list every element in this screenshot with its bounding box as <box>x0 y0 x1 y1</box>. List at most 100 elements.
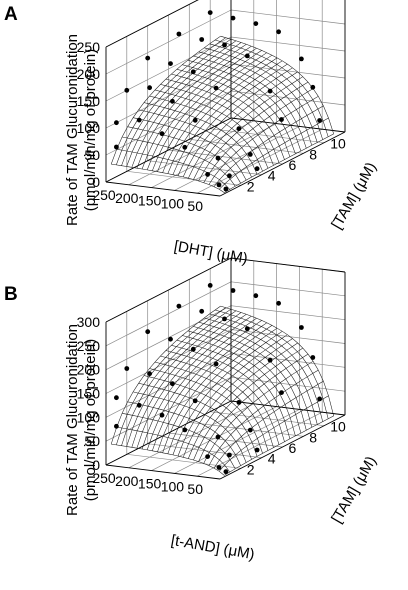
data-point <box>223 186 229 192</box>
data-point <box>267 357 273 363</box>
z-tick-label: 250 <box>77 39 101 55</box>
data-point <box>215 155 221 161</box>
axis-edge <box>105 0 199 48</box>
x-tick-label: 200 <box>115 473 139 489</box>
data-point <box>279 390 284 395</box>
surface-line <box>165 350 280 445</box>
data-point <box>230 15 236 21</box>
surface-line <box>111 443 225 476</box>
surface-line <box>143 102 258 175</box>
y-axis-label: [TAM] (μM) <box>328 159 380 232</box>
surface-line <box>220 35 334 134</box>
data-point <box>236 126 242 132</box>
axis-edge <box>105 400 232 466</box>
axes-frame <box>105 257 346 480</box>
floor-gridline <box>126 170 241 186</box>
surface-line <box>122 413 236 469</box>
x-tick-label: 150 <box>138 193 162 209</box>
y-tick-label: 6 <box>289 440 297 456</box>
surface-line <box>160 84 274 166</box>
data-point <box>168 61 173 66</box>
data-point <box>276 300 281 306</box>
x-tick-label: 250 <box>92 187 116 203</box>
data-point <box>267 88 273 94</box>
data-point <box>299 56 304 62</box>
surface-line <box>187 59 302 152</box>
surface-line <box>209 43 323 140</box>
data-points <box>114 10 322 192</box>
data-point <box>299 325 304 330</box>
surface-line <box>171 345 285 442</box>
data-point <box>213 85 219 91</box>
y-tick-label: 10 <box>330 419 346 435</box>
data-point <box>205 172 211 177</box>
surface-line <box>220 305 334 416</box>
data-point <box>247 152 253 157</box>
data-point <box>222 316 227 322</box>
data-point <box>182 144 188 150</box>
z-tick-labels: 0 50 100 150 200 250 <box>77 39 101 190</box>
y-tick-label: 2 <box>247 178 255 194</box>
fitted-surface <box>110 305 334 476</box>
data-point <box>317 118 322 123</box>
surface-line <box>149 368 263 454</box>
axis-edge <box>230 257 346 273</box>
z-tick-label: 50 <box>84 147 100 163</box>
data-point <box>230 288 236 293</box>
data-point <box>253 293 259 299</box>
data-points <box>114 283 322 475</box>
surface-line <box>149 95 263 172</box>
y-tick-label: 4 <box>268 168 276 184</box>
y-tick-label: 4 <box>268 451 276 467</box>
axis-edge <box>230 400 346 416</box>
data-point <box>176 303 182 309</box>
data-point <box>199 37 205 42</box>
surface-line <box>133 117 247 181</box>
data-point <box>147 371 153 377</box>
surface-line <box>111 163 225 193</box>
data-point <box>216 182 222 188</box>
data-point <box>247 427 253 433</box>
data-point <box>114 120 119 126</box>
fitted-surface <box>110 35 334 193</box>
x-tick-label: 150 <box>138 476 162 492</box>
surface-line <box>215 39 329 137</box>
data-point <box>124 366 130 371</box>
surface-line <box>143 375 258 457</box>
surface-line <box>160 355 274 448</box>
data-point <box>223 469 229 475</box>
surface-line <box>198 51 313 146</box>
floor-gridline <box>168 149 283 165</box>
data-point <box>279 117 284 122</box>
x-axis-label: [t-AND] (μM) <box>170 532 256 563</box>
data-point <box>216 465 222 470</box>
z-tick-label: 200 <box>77 362 101 378</box>
floor-gridline <box>168 432 283 448</box>
x-axis-label: [DHT] (μM) <box>173 238 249 268</box>
y-axis-label: [TAM] (μM) <box>328 453 380 526</box>
surface-line <box>116 149 230 190</box>
surface-line <box>182 335 296 436</box>
surface-line <box>110 305 221 445</box>
data-point <box>114 395 119 401</box>
z-gridline <box>230 9 346 25</box>
z-tick-label: 100 <box>77 120 101 136</box>
surface-line <box>204 317 318 425</box>
data-point <box>114 423 119 429</box>
data-point <box>199 308 205 314</box>
z-tick-label: 200 <box>77 66 101 82</box>
z-tick-label: 250 <box>77 338 101 354</box>
surface-line <box>198 321 313 428</box>
z-axis-label-line2: (pmol/min/mg of protein) <box>82 49 99 212</box>
z-gridline <box>230 305 346 321</box>
surface-line <box>165 78 280 163</box>
x-tick-labels: 250 200 150 100 50 <box>92 470 203 497</box>
data-point <box>136 117 142 123</box>
data-point <box>159 412 165 418</box>
y-tick-label: 8 <box>309 429 317 445</box>
x-tick-label: 50 <box>187 198 203 214</box>
x-tick-label: 200 <box>115 190 139 206</box>
